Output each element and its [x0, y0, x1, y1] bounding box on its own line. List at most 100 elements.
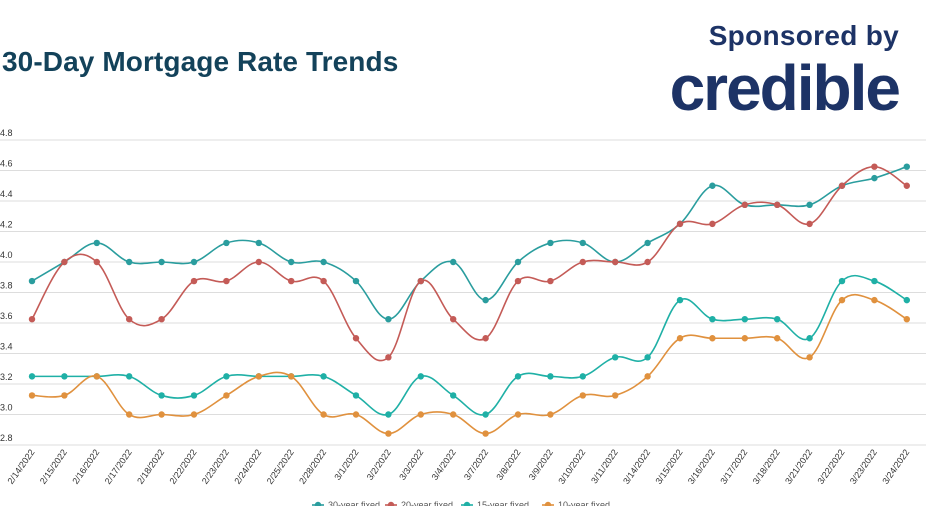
- data-point[interactable]: [158, 315, 165, 323]
- data-point[interactable]: [741, 201, 748, 209]
- data-point[interactable]: [255, 373, 262, 380]
- data-point[interactable]: [320, 277, 327, 285]
- data-point[interactable]: [806, 354, 813, 361]
- data-point[interactable]: [417, 411, 424, 418]
- data-point[interactable]: [190, 392, 198, 399]
- data-point[interactable]: [806, 220, 813, 228]
- data-point[interactable]: [806, 201, 813, 209]
- data-point[interactable]: [190, 277, 198, 285]
- legend-item[interactable]: 10-year fixed: [542, 500, 610, 506]
- data-point[interactable]: [774, 201, 781, 209]
- data-point[interactable]: [676, 296, 684, 304]
- legend-item[interactable]: 20-year fixed: [385, 500, 453, 506]
- data-point[interactable]: [482, 335, 489, 342]
- data-point[interactable]: [288, 277, 295, 285]
- data-point[interactable]: [838, 277, 846, 285]
- data-point[interactable]: [450, 315, 457, 323]
- data-point[interactable]: [352, 392, 360, 399]
- data-point[interactable]: [903, 315, 910, 323]
- legend-item[interactable]: 30-year fixed: [312, 500, 380, 506]
- data-point[interactable]: [547, 411, 554, 418]
- data-point[interactable]: [482, 411, 489, 418]
- data-point[interactable]: [871, 174, 878, 182]
- data-point[interactable]: [28, 392, 36, 399]
- data-point[interactable]: [450, 258, 457, 266]
- data-point[interactable]: [28, 315, 36, 323]
- data-point[interactable]: [190, 411, 198, 418]
- data-point[interactable]: [28, 277, 36, 285]
- data-point[interactable]: [514, 277, 522, 285]
- data-point[interactable]: [223, 392, 230, 399]
- data-point[interactable]: [288, 373, 295, 380]
- data-point[interactable]: [612, 392, 619, 399]
- data-point[interactable]: [806, 335, 813, 342]
- data-point[interactable]: [223, 239, 230, 247]
- data-point[interactable]: [158, 392, 165, 399]
- data-point[interactable]: [126, 258, 133, 266]
- data-point[interactable]: [417, 277, 424, 285]
- data-point[interactable]: [547, 373, 554, 380]
- legend-item[interactable]: 15-year fixed: [461, 500, 529, 506]
- data-point[interactable]: [28, 373, 36, 380]
- data-point[interactable]: [223, 373, 230, 380]
- data-point[interactable]: [579, 258, 586, 266]
- data-point[interactable]: [450, 392, 457, 399]
- data-point[interactable]: [514, 411, 522, 418]
- data-point[interactable]: [741, 315, 748, 323]
- data-point[interactable]: [644, 373, 651, 380]
- data-point[interactable]: [93, 258, 101, 266]
- data-point[interactable]: [482, 296, 489, 304]
- data-point[interactable]: [385, 354, 392, 361]
- data-point[interactable]: [871, 296, 878, 304]
- data-point[interactable]: [385, 411, 392, 418]
- data-point[interactable]: [352, 411, 360, 418]
- data-point[interactable]: [255, 239, 262, 247]
- data-point[interactable]: [352, 277, 360, 285]
- data-point[interactable]: [190, 258, 198, 266]
- data-point[interactable]: [126, 373, 133, 380]
- data-point[interactable]: [579, 373, 586, 380]
- data-point[interactable]: [514, 373, 522, 380]
- data-point[interactable]: [579, 392, 586, 399]
- data-point[interactable]: [676, 335, 684, 342]
- data-point[interactable]: [612, 354, 619, 361]
- data-point[interactable]: [255, 258, 262, 266]
- data-point[interactable]: [903, 296, 910, 304]
- data-point[interactable]: [579, 239, 586, 247]
- data-point[interactable]: [223, 277, 230, 285]
- data-point[interactable]: [61, 392, 68, 399]
- data-point[interactable]: [158, 258, 165, 266]
- data-point[interactable]: [158, 411, 165, 418]
- data-point[interactable]: [126, 315, 133, 323]
- data-point[interactable]: [871, 277, 878, 285]
- data-point[interactable]: [903, 163, 910, 170]
- data-point[interactable]: [709, 315, 716, 323]
- data-point[interactable]: [385, 315, 392, 323]
- data-point[interactable]: [352, 335, 360, 342]
- data-point[interactable]: [709, 220, 716, 228]
- data-point[interactable]: [903, 182, 910, 189]
- data-point[interactable]: [871, 163, 878, 170]
- data-point[interactable]: [547, 277, 554, 285]
- data-point[interactable]: [482, 430, 489, 437]
- data-point[interactable]: [644, 258, 651, 266]
- data-point[interactable]: [93, 239, 101, 247]
- data-point[interactable]: [547, 239, 554, 247]
- data-point[interactable]: [838, 182, 846, 189]
- data-point[interactable]: [320, 258, 327, 266]
- data-point[interactable]: [320, 411, 327, 418]
- data-point[interactable]: [61, 258, 68, 266]
- data-point[interactable]: [838, 296, 846, 304]
- data-point[interactable]: [774, 335, 781, 342]
- data-point[interactable]: [644, 354, 651, 361]
- data-point[interactable]: [709, 182, 716, 189]
- data-point[interactable]: [709, 335, 716, 342]
- data-point[interactable]: [644, 239, 651, 247]
- data-point[interactable]: [320, 373, 327, 380]
- data-point[interactable]: [93, 373, 101, 380]
- credible-logo[interactable]: credible: [669, 52, 901, 124]
- data-point[interactable]: [774, 315, 781, 323]
- data-point[interactable]: [417, 373, 424, 380]
- data-point[interactable]: [741, 335, 748, 342]
- data-point[interactable]: [612, 258, 619, 266]
